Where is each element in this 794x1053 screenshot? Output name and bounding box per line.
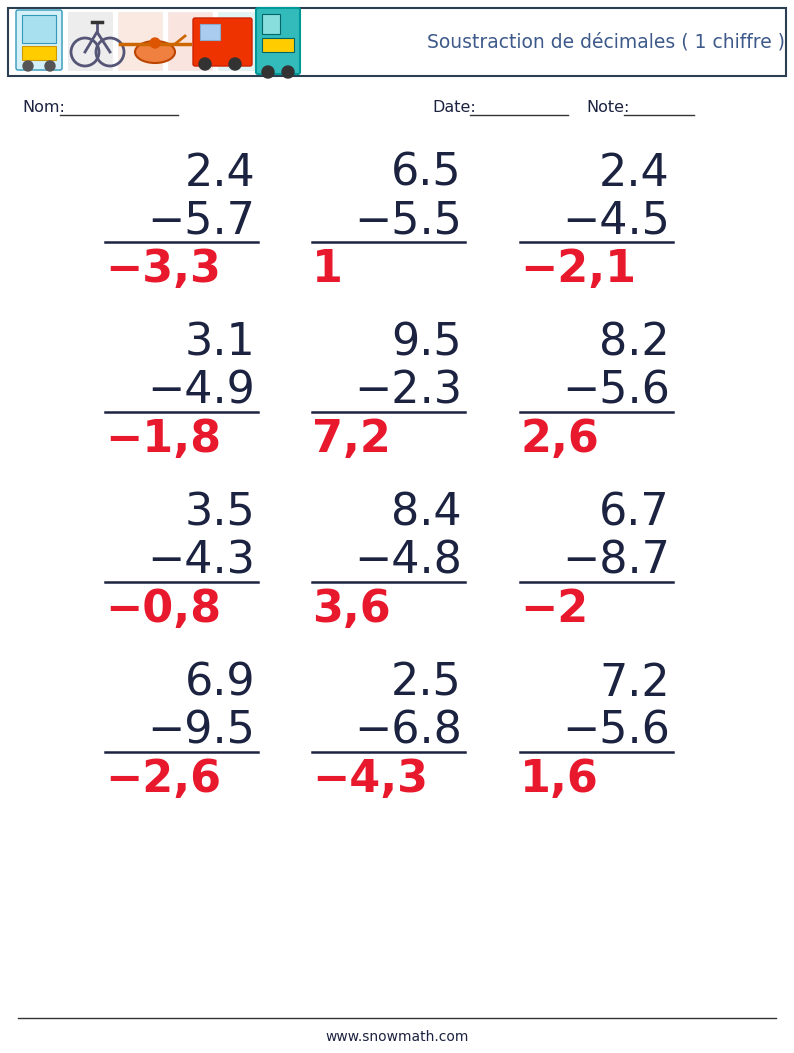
FancyBboxPatch shape: [16, 9, 62, 69]
Text: www.snowmath.com: www.snowmath.com: [326, 1030, 468, 1044]
FancyBboxPatch shape: [193, 18, 252, 66]
Text: −2,6: −2,6: [105, 758, 221, 801]
Circle shape: [23, 61, 33, 71]
Text: −2.3: −2.3: [354, 370, 462, 413]
FancyBboxPatch shape: [118, 12, 162, 69]
FancyBboxPatch shape: [262, 38, 294, 52]
Text: −5.7: −5.7: [147, 200, 255, 243]
Text: Soustraction de décimales ( 1 chiffre ): Soustraction de décimales ( 1 chiffre ): [427, 33, 785, 52]
Circle shape: [229, 58, 241, 69]
Text: −6.8: −6.8: [354, 710, 462, 753]
Text: −5.6: −5.6: [562, 370, 670, 413]
Text: −5.5: −5.5: [354, 200, 462, 243]
FancyBboxPatch shape: [68, 12, 112, 69]
Text: Nom:: Nom:: [22, 100, 65, 116]
Circle shape: [199, 58, 211, 69]
Text: 8.2: 8.2: [599, 322, 670, 365]
FancyBboxPatch shape: [218, 12, 262, 69]
FancyBboxPatch shape: [22, 46, 56, 60]
Text: −1,8: −1,8: [105, 418, 221, 461]
FancyBboxPatch shape: [200, 24, 220, 40]
Text: −4.5: −4.5: [562, 200, 670, 243]
Text: 8.4: 8.4: [391, 492, 462, 535]
FancyBboxPatch shape: [256, 8, 300, 74]
Text: 9.5: 9.5: [391, 322, 462, 365]
Text: −4.9: −4.9: [147, 370, 255, 413]
FancyBboxPatch shape: [18, 12, 62, 69]
FancyBboxPatch shape: [262, 14, 280, 34]
Text: 2.4: 2.4: [184, 152, 255, 195]
Ellipse shape: [135, 41, 175, 63]
Text: −3,3: −3,3: [105, 249, 221, 291]
Text: −8.7: −8.7: [562, 540, 670, 583]
FancyBboxPatch shape: [8, 8, 786, 76]
Text: 2.5: 2.5: [391, 662, 462, 706]
Text: 7.2: 7.2: [599, 662, 670, 706]
Text: Note:: Note:: [586, 100, 630, 116]
Circle shape: [45, 61, 55, 71]
Text: −5.6: −5.6: [562, 710, 670, 753]
Circle shape: [150, 38, 160, 48]
Text: 2,6: 2,6: [520, 418, 599, 461]
Text: −2: −2: [520, 588, 588, 631]
FancyBboxPatch shape: [22, 15, 56, 43]
Text: 1: 1: [312, 249, 343, 291]
Text: −4.3: −4.3: [147, 540, 255, 583]
Text: 1,6: 1,6: [520, 758, 599, 801]
Circle shape: [262, 66, 274, 78]
Text: 2.4: 2.4: [599, 152, 670, 195]
Text: −4.8: −4.8: [354, 540, 462, 583]
Text: 3,6: 3,6: [312, 588, 391, 631]
Text: 3.1: 3.1: [184, 322, 255, 365]
Text: −0,8: −0,8: [105, 588, 221, 631]
Text: 6.7: 6.7: [599, 492, 670, 535]
Text: 3.5: 3.5: [184, 492, 255, 535]
Text: Date:: Date:: [432, 100, 476, 116]
Text: −2,1: −2,1: [520, 249, 636, 291]
Text: 6.5: 6.5: [391, 152, 462, 195]
Text: −4,3: −4,3: [312, 758, 428, 801]
Text: −9.5: −9.5: [147, 710, 255, 753]
Text: 6.9: 6.9: [184, 662, 255, 706]
Text: 7,2: 7,2: [312, 418, 391, 461]
FancyBboxPatch shape: [168, 12, 212, 69]
Circle shape: [282, 66, 294, 78]
